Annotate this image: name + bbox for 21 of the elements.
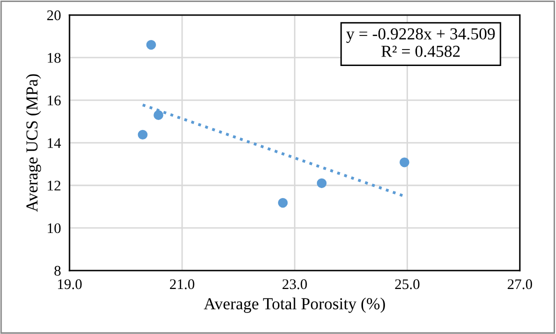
y-tick-label: 18 <box>48 52 61 63</box>
x-tick-label: 27.0 <box>508 279 532 290</box>
point <box>154 110 164 120</box>
y-tick-label: 12 <box>48 180 60 190</box>
x-tick-label: 23.0 <box>282 279 307 290</box>
point <box>146 40 156 50</box>
annotation: y = -0.9228x + 34.509 R² = 0.4582 <box>346 28 495 58</box>
x-tick-label: 21.0 <box>170 279 194 290</box>
y-tick-label: 10 <box>48 223 61 234</box>
point <box>138 130 148 140</box>
x-tick-label: 19.0 <box>58 279 82 290</box>
point <box>400 158 410 168</box>
y-tick-label: 16 <box>48 96 61 106</box>
y-tick-label: 8 <box>54 266 61 276</box>
y-axis-title: Average UCS (MPa) <box>26 74 42 212</box>
x-tick-label: 25.0 <box>395 279 420 290</box>
point <box>316 178 327 188</box>
y-tick-label: 14 <box>48 138 61 148</box>
y-tick-label: 20 <box>47 10 61 20</box>
x-axis-title: Average Total Porosity (%) <box>204 298 385 313</box>
point <box>278 198 288 208</box>
